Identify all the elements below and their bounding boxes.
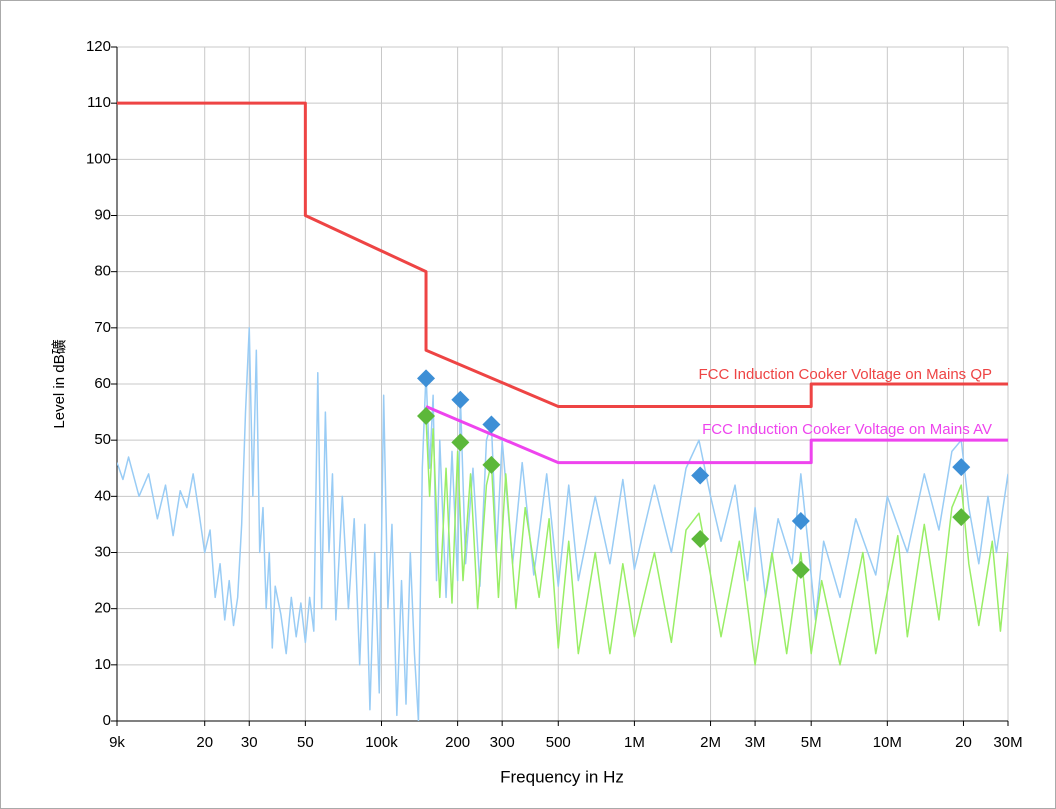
x-tick-label: 30M: [993, 734, 1022, 751]
x-tick-label: 300: [490, 734, 515, 751]
marker: [952, 458, 971, 477]
x-tick-label: 20: [955, 734, 972, 751]
y-tick-label: 20: [94, 600, 111, 617]
marker: [451, 390, 470, 409]
marker: [791, 512, 810, 531]
x-tick-label: 100k: [365, 734, 398, 751]
x-tick-label: 50: [297, 734, 314, 751]
y-tick-label: 70: [94, 319, 111, 336]
y-tick-label: 50: [94, 431, 111, 448]
marker: [952, 508, 971, 527]
y-tick-label: 40: [94, 487, 111, 504]
y-tick-label: 30: [94, 543, 111, 560]
x-tick-label: 10M: [873, 734, 902, 751]
marker: [482, 415, 501, 434]
marker: [417, 407, 436, 426]
marker: [451, 433, 470, 452]
plot: [117, 101, 1008, 721]
y-tick-label: 0: [103, 712, 111, 729]
x-tick-label: 3M: [745, 734, 766, 751]
marker: [691, 466, 710, 485]
y-tick-label: 90: [94, 206, 111, 223]
x-tick-label: 200: [445, 734, 470, 751]
y-tick-label: 60: [94, 375, 111, 392]
marker: [482, 455, 501, 474]
marker: [417, 369, 436, 388]
y-tick-label: 120: [86, 38, 111, 55]
trace: [117, 101, 1008, 408]
y-tick-label: 10: [94, 656, 111, 673]
y-axis-title: Level in dB礦: [51, 339, 68, 428]
x-tick-label: 1M: [624, 734, 645, 751]
x-tick-label: 500: [546, 734, 571, 751]
x-tick-label: 30: [241, 734, 258, 751]
trace: [425, 405, 1008, 465]
x-tick-label: 2M: [700, 734, 721, 751]
x-axis-title: Frequency in Hz: [500, 767, 624, 786]
y-tick-label: 100: [86, 150, 111, 167]
marker: [691, 530, 710, 549]
marker: [791, 560, 810, 579]
y-tick-label: 110: [87, 94, 111, 111]
annotation: FCC Induction Cooker Voltage on Mains AV: [702, 421, 992, 438]
y-tick-label: 80: [94, 263, 111, 280]
x-tick-label: 9k: [109, 734, 125, 751]
trace: [425, 417, 1008, 666]
x-tick-label: 20: [196, 734, 213, 751]
annotation: FCC Induction Cooker Voltage on Mains QP: [699, 366, 992, 383]
x-tick-label: 5M: [801, 734, 822, 751]
